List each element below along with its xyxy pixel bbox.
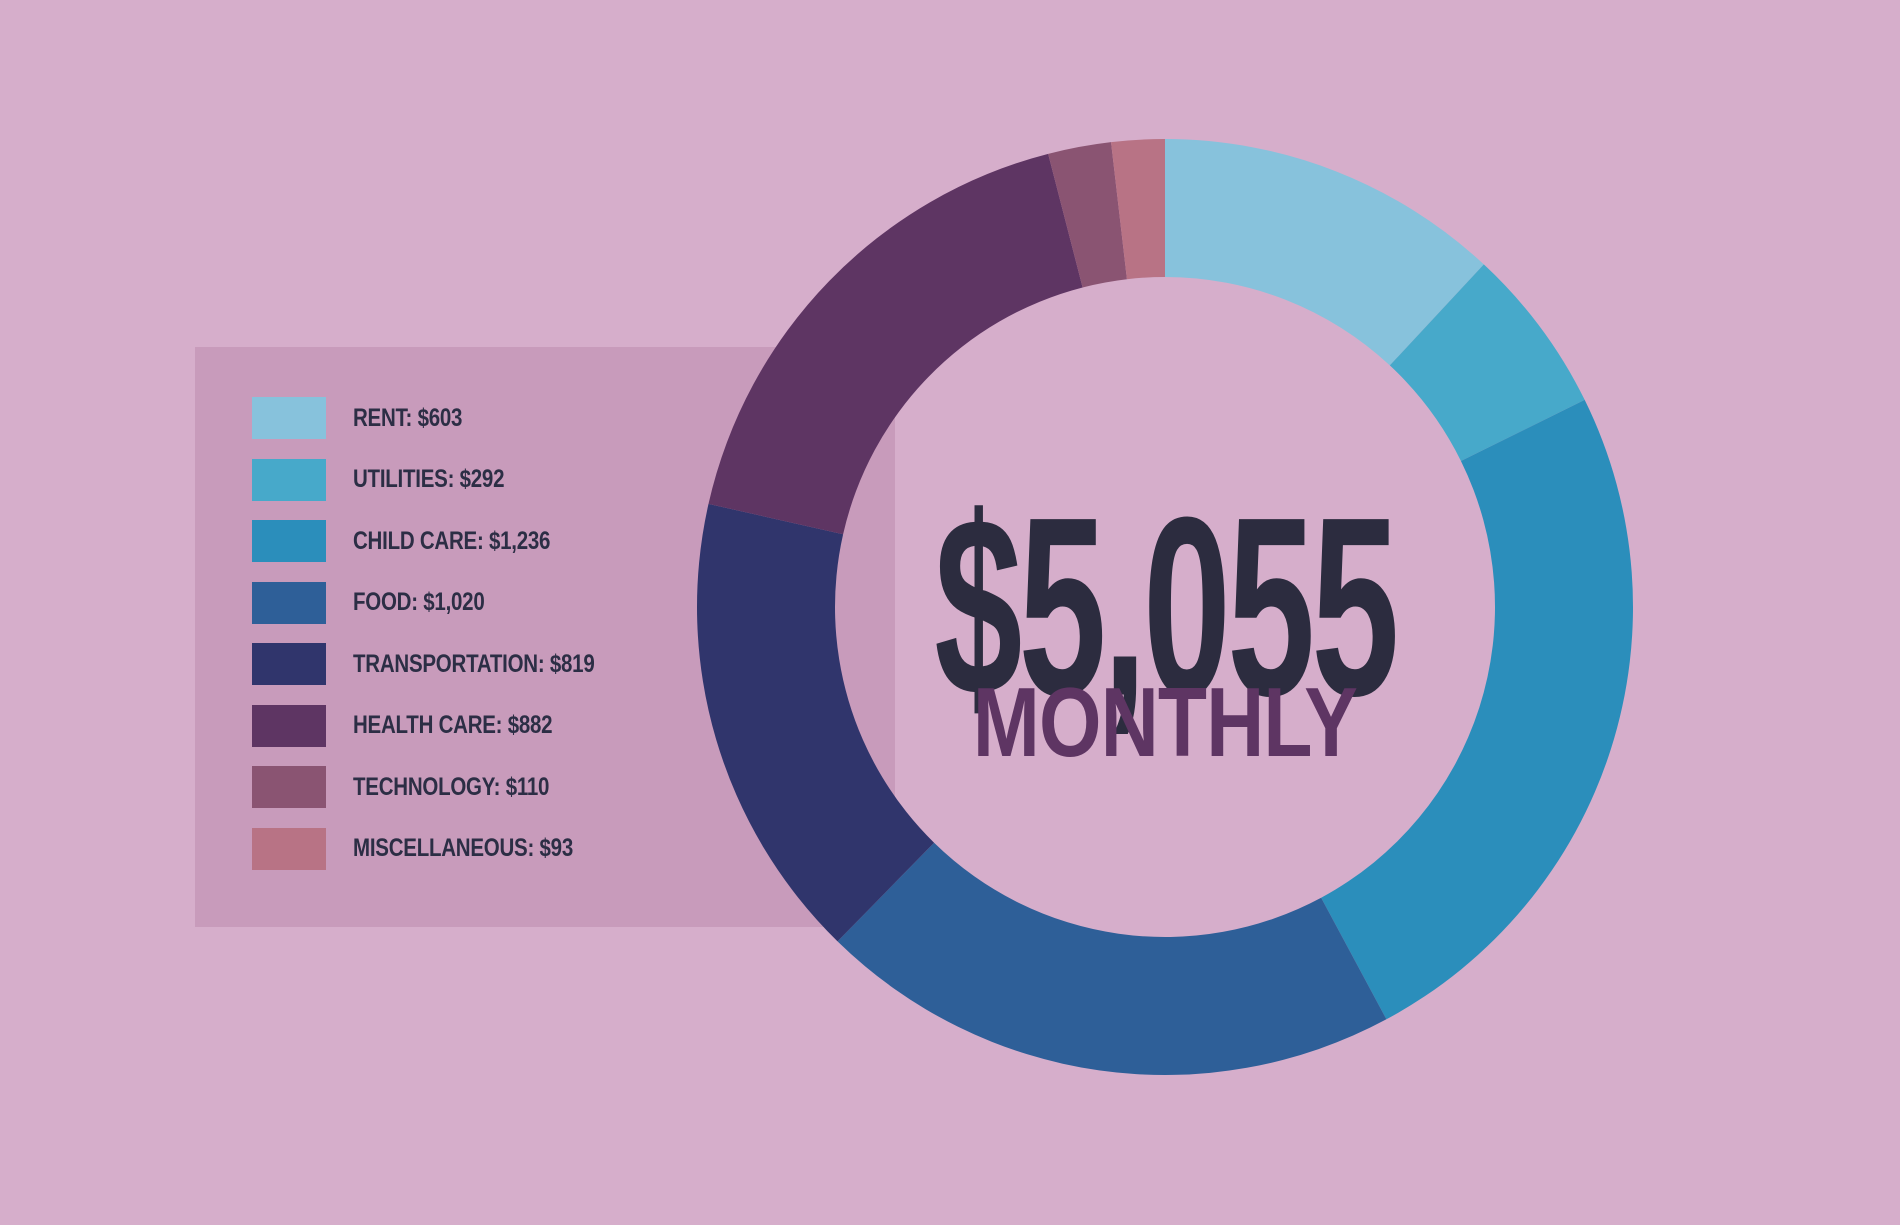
- donut-slice-3: [1321, 399, 1634, 1020]
- legend-label: UTILITIES: $292: [353, 465, 505, 493]
- legend-swatch: [252, 520, 326, 562]
- legend-item: HEALTH CARE: $882: [252, 704, 596, 747]
- legend-swatch: [252, 643, 326, 685]
- donut-slice-2: [1389, 264, 1585, 461]
- donut-slice-8: [1111, 139, 1165, 280]
- total-period-label: MONTHLY: [972, 667, 1358, 777]
- total-amount: $5,055: [934, 464, 1399, 750]
- legend-label: HEALTH CARE: $882: [353, 711, 553, 739]
- legend-label: CHILD CARE: $1,236: [353, 526, 551, 555]
- legend-label: TRANSPORTATION: $819: [353, 649, 595, 678]
- legend-item: TECHNOLOGY: $110: [252, 766, 592, 808]
- donut-slice-7: [1048, 142, 1127, 288]
- donut-slice-5: [697, 503, 935, 942]
- legend-item: FOOD: $1,020: [252, 581, 513, 624]
- donut-slice-4: [837, 842, 1387, 1076]
- donut-slice-6: [708, 153, 1083, 535]
- donut-slices: [697, 139, 1634, 1076]
- legend-item: TRANSPORTATION: $819: [252, 643, 648, 685]
- legend-swatch: [252, 397, 326, 439]
- legend-swatch: [252, 458, 326, 501]
- legend-item: CHILD CARE: $1,236: [252, 520, 594, 562]
- legend-swatch: [252, 704, 326, 747]
- legend-label: TECHNOLOGY: $110: [353, 772, 550, 801]
- legend-item: MISCELLANEOUS: $93: [252, 827, 621, 870]
- legend-label: FOOD: $1,020: [353, 588, 485, 616]
- legend-swatch: [252, 766, 326, 808]
- donut-slice-1: [1165, 139, 1484, 366]
- legend-swatch: [252, 581, 326, 624]
- legend-swatch: [252, 827, 326, 870]
- legend-label: RENT: $603: [353, 403, 463, 432]
- legend-label: MISCELLANEOUS: $93: [353, 834, 573, 862]
- legend-item: RENT: $603: [252, 397, 486, 439]
- legend-item: UTILITIES: $292: [252, 458, 537, 501]
